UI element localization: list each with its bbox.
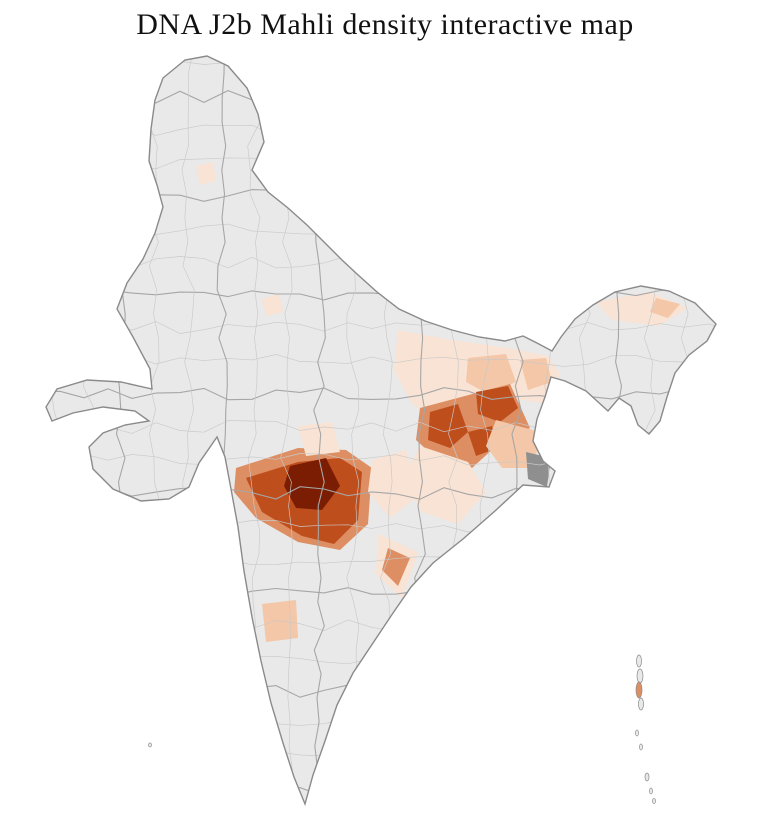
- island-lakshadweep-1[interactable]: [148, 742, 152, 748]
- district-border-line: [46, 651, 716, 665]
- state-border-line: [709, 56, 716, 795]
- state-border-line: [610, 56, 624, 795]
- state-border-line: [115, 56, 129, 795]
- district-border-line: [46, 717, 716, 730]
- island-andaman-4[interactable]: [638, 697, 644, 711]
- island-nicobar-2[interactable]: [649, 787, 653, 795]
- state-border-line: [46, 783, 716, 797]
- state-border-line: [46, 189, 716, 203]
- island-andaman-2[interactable]: [636, 668, 644, 684]
- island-andaman-3[interactable]: [635, 681, 643, 699]
- district-border-line: [46, 156, 716, 170]
- district-region-himachal-verylow[interactable]: [196, 162, 216, 185]
- district-region-central-veryhigh-core[interactable]: [284, 458, 340, 510]
- district-border-line: [46, 751, 716, 763]
- district-border-line: [46, 57, 716, 71]
- district-border-line: [676, 56, 690, 795]
- state-border-line: [46, 684, 716, 698]
- islands-layer: [148, 654, 656, 804]
- island-andaman-6[interactable]: [639, 743, 643, 751]
- district-region-malwa-verylow[interactable]: [298, 422, 340, 456]
- district-border-line: [544, 56, 558, 795]
- district-region-gondwana-verylow[interactable]: [368, 450, 418, 518]
- india-landmass[interactable]: [46, 56, 716, 804]
- density-regions-layer: [196, 162, 688, 642]
- island-nicobar-1[interactable]: [644, 772, 650, 782]
- district-region-north-bengal-low-patch[interactable]: [520, 358, 552, 390]
- district-region-jharkhand-east-high[interactable]: [476, 386, 518, 422]
- district-border-line: [46, 222, 716, 235]
- district-region-jharkhand-west-high[interactable]: [428, 404, 468, 448]
- island-andaman-5[interactable]: [635, 729, 639, 737]
- district-region-west-up-verylow[interactable]: [262, 294, 283, 316]
- district-region-assam-low-patch[interactable]: [650, 298, 680, 318]
- district-border-line: [49, 56, 63, 795]
- district-border-line: [46, 123, 716, 137]
- district-border-line: [46, 321, 716, 334]
- district-region-odisha-north-verylow[interactable]: [402, 446, 486, 524]
- state-border-line: [46, 90, 716, 104]
- page-title: DNA J2b Mahli density interactive map: [136, 8, 634, 41]
- district-region-bihar-low-patch[interactable]: [466, 354, 516, 394]
- island-andaman-1[interactable]: [636, 654, 642, 668]
- district-border-line: [578, 56, 591, 795]
- island-nicobar-3[interactable]: [652, 798, 656, 804]
- district-border-line: [82, 56, 96, 795]
